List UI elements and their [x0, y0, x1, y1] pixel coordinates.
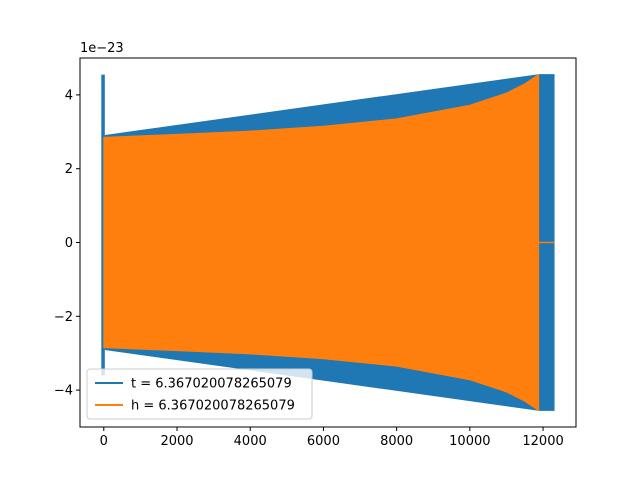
x-tick-label: 0: [100, 434, 108, 449]
y-offset-label: 1e−23: [80, 41, 124, 56]
legend-box: [86, 368, 313, 420]
series-2: [103, 73, 555, 412]
x-tick-label: 4000: [234, 434, 267, 449]
y-tick-label: −4: [54, 384, 73, 399]
series-2-band: [103, 73, 540, 412]
y-axis-ticks: −4 −2 0 2 4: [54, 88, 80, 399]
x-tick-label: 12000: [522, 434, 563, 449]
legend-label-1: t = 6.367020078265079: [131, 377, 292, 392]
x-tick-label: 8000: [380, 434, 413, 449]
y-tick-label: 0: [65, 236, 73, 251]
legend-label-2: h = 6.367020078265079: [131, 399, 295, 414]
y-tick-label: 2: [65, 162, 73, 177]
x-axis-ticks: 0 2000 4000 6000 8000 10000 12000: [100, 427, 564, 449]
legend: t = 6.367020078265079 h = 6.3670200782650…: [86, 368, 313, 420]
x-tick-label: 10000: [449, 434, 490, 449]
x-tick-label: 6000: [307, 434, 340, 449]
y-tick-label: −2: [54, 310, 73, 325]
y-tick-label: 4: [65, 88, 73, 103]
x-tick-label: 2000: [160, 434, 193, 449]
plot-marks: [101, 73, 555, 412]
